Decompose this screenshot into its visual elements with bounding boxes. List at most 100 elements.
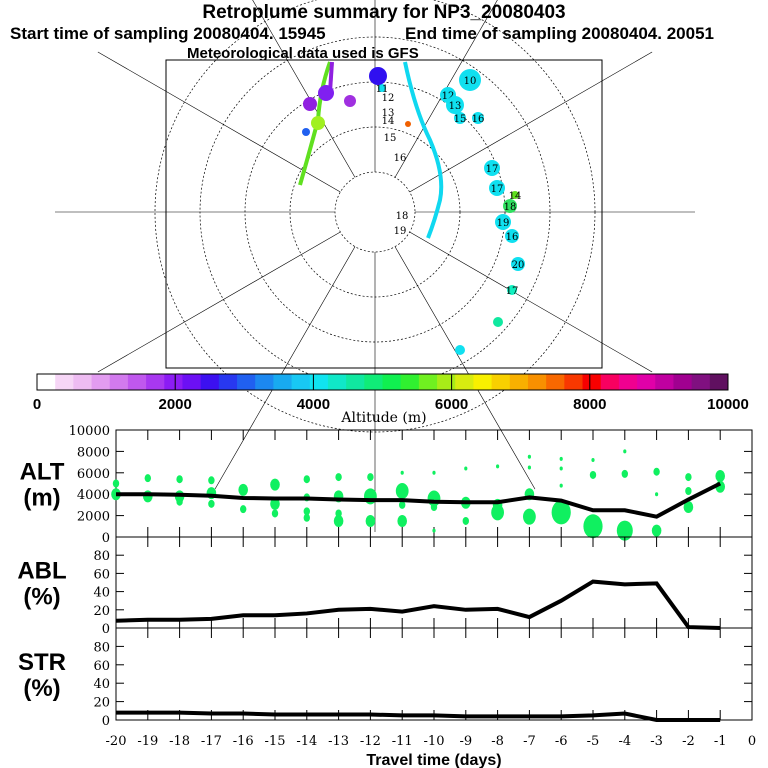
map-day-label: 16 [394, 153, 407, 164]
altitude-cluster-dot [491, 504, 504, 521]
altitude-cluster-dot [176, 475, 183, 484]
colorbar-swatch [673, 374, 693, 390]
x-axis-label: Travel time (days) [366, 752, 501, 768]
x-tick-label: -13 [328, 734, 349, 749]
y-tick-label: 0 [102, 622, 110, 637]
longitude-line [409, 231, 653, 373]
trajectory-marker [459, 69, 481, 91]
x-tick-label: -12 [360, 734, 381, 749]
colorbar-tick-label: 6000 [435, 396, 468, 413]
colorbar-swatch [37, 374, 56, 390]
colorbar-swatch [273, 374, 293, 390]
colorbar-swatch [91, 374, 111, 390]
colorbar-swatch [473, 374, 493, 390]
colorbar-swatch [564, 374, 584, 390]
panel-ylabel: (%) [23, 584, 60, 611]
altitude-cluster-dot [270, 497, 280, 510]
panel-frame-str [115, 627, 753, 721]
figure-title: Retroplume summary for NP3_20080403 [202, 2, 566, 23]
colorbar-swatch [182, 374, 202, 390]
colorbar-swatch [437, 374, 456, 390]
altitude-cluster-dot [591, 457, 595, 462]
altitude-cluster-dot [400, 470, 404, 475]
altitude-cluster-dot [496, 464, 500, 469]
panel-ylabel: STR [18, 649, 66, 676]
map-day-label: 15 [454, 114, 467, 125]
colorbar-swatch [418, 374, 438, 390]
x-tick-label: -5 [587, 734, 600, 749]
y-tick-label: 0 [102, 531, 110, 546]
altitude-cluster-dot [651, 524, 662, 537]
y-tick-label: 10000 [69, 424, 110, 439]
altitude-cluster-dot [559, 483, 563, 488]
longitude-line [394, 0, 498, 178]
map-day-label: 16 [506, 232, 519, 243]
start-time: Start time of sampling 20080404. 15945 [10, 24, 326, 43]
map-day-label: 10 [464, 76, 477, 87]
altitude-cluster-dot [551, 500, 571, 525]
x-tick-label: -7 [523, 734, 536, 749]
altitude-cluster-dot [685, 473, 692, 482]
altitude-cluster-dot [621, 469, 628, 478]
x-tick-label: -17 [201, 734, 222, 749]
trajectory-marker [455, 345, 465, 355]
y-tick-label: 2000 [77, 510, 110, 525]
panel-ylabel: (m) [23, 485, 60, 512]
y-tick-label: 60 [93, 659, 110, 674]
altitude-cluster-dot [395, 482, 409, 499]
colorbar-swatch [73, 374, 93, 390]
altitude-cluster-dot [715, 470, 725, 483]
y-tick-label: 20 [93, 604, 110, 619]
altitude-cluster-dot [432, 470, 436, 475]
map-day-label: 20 [512, 260, 525, 271]
altitude-cluster-dot [462, 516, 469, 525]
map-day-label: 18 [396, 211, 409, 222]
x-tick-label: -16 [233, 734, 254, 749]
series-line-str [116, 710, 721, 722]
y-tick-label: 40 [93, 586, 110, 601]
colorbar-swatch [164, 374, 183, 390]
trajectory-marker [405, 121, 411, 127]
colorbar-swatch [346, 374, 365, 390]
altitude-cluster-dot [208, 476, 215, 485]
trajectory-marker [302, 128, 310, 136]
colorbar-swatch [382, 374, 402, 390]
altitude-cluster-dot [559, 456, 563, 461]
y-tick-label: 8000 [77, 445, 110, 460]
map-day-label: 16 [472, 114, 485, 125]
altitude-cluster-dot [270, 478, 280, 491]
y-tick-label: 6000 [77, 467, 110, 482]
altitude-cluster-dot [271, 509, 279, 518]
trajectory-marker [378, 84, 386, 92]
colorbar-swatch [55, 374, 74, 390]
y-tick-label: 60 [93, 567, 110, 582]
altitude-cluster-dot [143, 490, 153, 503]
x-tick-label: -9 [459, 734, 472, 749]
colorbar-swatch [146, 374, 165, 390]
colorbar-swatch [618, 374, 638, 390]
panel-ylabel: (%) [23, 675, 60, 702]
altitude-cluster-dot [523, 508, 536, 525]
longitude-line [252, 0, 356, 178]
map-day-label: 18 [504, 202, 517, 213]
altitude-cluster-dot [653, 467, 660, 476]
x-tick-label: -8 [491, 734, 504, 749]
map-day-label: 17 [486, 164, 499, 175]
x-tick-label: -15 [265, 734, 286, 749]
panel-ylabel: ALT [20, 459, 65, 486]
map-day-label: 13 [449, 101, 462, 112]
y-tick-label: 20 [93, 696, 110, 711]
altitude-cluster-dot [365, 514, 376, 527]
map-day-label: 14 [382, 116, 395, 127]
trajectory-marker [484, 160, 500, 176]
altitude-cluster-dot [112, 479, 120, 488]
altitude-cluster-dot [333, 514, 344, 527]
x-tick-label: 0 [748, 734, 756, 749]
colorbar-swatch [109, 374, 129, 390]
colorbar-swatch [200, 374, 220, 390]
map-border [165, 59, 603, 369]
y-tick-label: 80 [93, 640, 110, 655]
altitude-cluster-dot [583, 514, 603, 539]
